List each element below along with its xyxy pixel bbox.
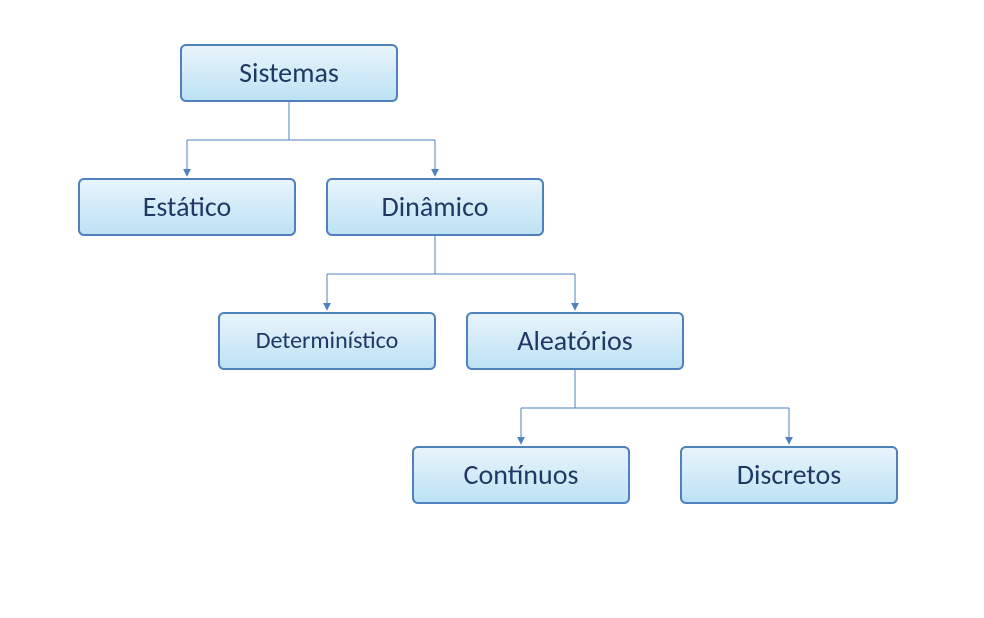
node-deterministico: Determinístico xyxy=(218,312,436,370)
node-discretos: Discretos xyxy=(680,446,898,504)
node-label: Contínuos xyxy=(464,460,579,489)
node-label: Estático xyxy=(143,192,231,221)
node-label: Dinâmico xyxy=(382,192,489,221)
node-dinamico: Dinâmico xyxy=(326,178,544,236)
connector-layer xyxy=(0,0,984,618)
node-label: Aleatórios xyxy=(517,326,633,355)
node-label: Determinístico xyxy=(256,328,399,353)
node-aleatorios: Aleatórios xyxy=(466,312,684,370)
node-continuos: Contínuos xyxy=(412,446,630,504)
node-label: Discretos xyxy=(737,460,841,489)
tree-diagram: Sistemas Estático Dinâmico Determinístico Al… xyxy=(0,0,984,618)
node-label: Sistemas xyxy=(239,58,339,87)
node-estatico: Estático xyxy=(78,178,296,236)
node-sistemas: Sistemas xyxy=(180,44,398,102)
